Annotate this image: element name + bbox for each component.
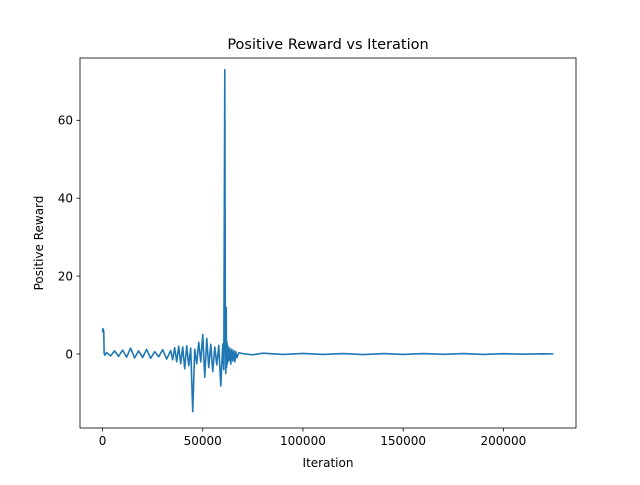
y-tick-label: 60: [58, 114, 73, 128]
x-tick-label: 100000: [280, 434, 326, 448]
x-tick-label: 0: [99, 434, 107, 448]
x-axis-label: Iteration: [303, 456, 354, 470]
x-tick-label: 200000: [480, 434, 526, 448]
plot-content: [101, 68, 554, 413]
plot-frame: [79, 57, 577, 429]
x-axis: 0 50000 100000 150000 200000: [99, 428, 526, 448]
y-tick-label: 0: [65, 347, 73, 361]
y-axis: 0 20 40 60: [58, 114, 80, 361]
y-tick-label: 20: [58, 269, 73, 283]
y-tick-label: 40: [58, 192, 73, 206]
y-axis-label: Positive Reward: [32, 196, 46, 291]
series-line-0: [101, 68, 554, 413]
x-tick-label: 50000: [184, 434, 222, 448]
plot-area: [80, 58, 576, 428]
chart-title: Positive Reward vs Iteration: [227, 37, 428, 53]
x-tick-label: 150000: [380, 434, 426, 448]
